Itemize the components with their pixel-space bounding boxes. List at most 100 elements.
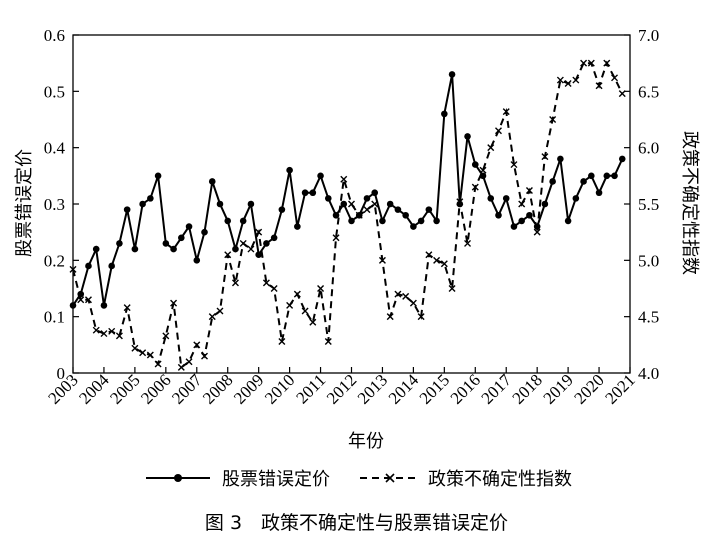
data-point — [402, 211, 409, 219]
data-point — [603, 172, 611, 180]
right-tick-label: 4.5 — [638, 308, 659, 327]
data-point — [294, 223, 301, 230]
data-point — [564, 217, 572, 225]
data-point — [564, 79, 572, 87]
data-point — [557, 155, 564, 163]
right-tick-label: 4.0 — [638, 364, 659, 383]
data-point — [301, 307, 309, 315]
data-point — [595, 82, 603, 90]
data-point — [92, 326, 100, 334]
data-point — [286, 166, 293, 174]
data-point — [471, 161, 479, 168]
data-point — [502, 108, 510, 116]
data-point — [139, 200, 146, 208]
right-tick-label: 6.5 — [638, 82, 659, 101]
data-point — [471, 183, 479, 191]
data-point — [425, 206, 433, 213]
data-point — [131, 344, 139, 352]
data-point — [588, 172, 595, 180]
data-point — [193, 341, 201, 349]
x-tick-label: 2013 — [354, 370, 391, 407]
left-tick-label: 0.6 — [44, 26, 65, 45]
data-point — [580, 178, 587, 185]
data-point — [154, 360, 162, 368]
data-point — [448, 71, 456, 78]
data-point — [147, 195, 154, 202]
legend-marker-circle — [174, 474, 182, 482]
data-point — [216, 307, 224, 315]
data-point — [77, 296, 85, 304]
data-point — [69, 302, 77, 309]
data-point — [224, 251, 232, 259]
data-point — [340, 175, 348, 183]
data-point — [487, 195, 495, 202]
left-tick-label: 0.5 — [44, 82, 65, 101]
data-point — [317, 285, 325, 292]
data-point — [108, 327, 116, 335]
data-point — [85, 262, 92, 270]
data-point — [108, 262, 115, 270]
data-point — [386, 313, 394, 321]
data-point — [379, 217, 386, 225]
data-point — [84, 296, 92, 304]
data-point — [433, 256, 441, 264]
data-point — [549, 178, 556, 185]
data-point — [479, 166, 487, 174]
left-tick-label: 0 — [57, 364, 66, 383]
data-point — [533, 228, 541, 236]
data-point — [278, 337, 286, 345]
x-axis-title: 年份 — [348, 431, 384, 452]
data-point — [239, 239, 247, 247]
data-point — [263, 240, 270, 247]
data-point — [324, 337, 332, 345]
data-point — [580, 59, 588, 67]
data-point — [371, 189, 379, 197]
data-point — [92, 245, 100, 253]
data-point — [464, 133, 471, 140]
data-point — [464, 239, 472, 247]
data-point — [417, 313, 425, 321]
data-point — [618, 155, 626, 163]
left-tick-label: 0.3 — [44, 195, 65, 214]
data-point — [618, 90, 626, 98]
x-tick-label: 2012 — [323, 370, 360, 407]
data-point — [178, 234, 185, 242]
data-point — [247, 245, 255, 253]
data-point — [425, 251, 433, 259]
data-point — [526, 211, 533, 219]
data-point — [441, 110, 448, 118]
data-point — [494, 127, 502, 135]
data-point — [587, 59, 595, 67]
data-point — [378, 256, 386, 264]
data-point — [518, 200, 526, 208]
legend: 股票错误定价 政策不确定性指数 — [146, 469, 572, 490]
data-point — [162, 332, 170, 340]
figure-caption: 图 3 政策不确定性与股票错误定价 — [204, 512, 509, 534]
data-point — [208, 178, 216, 185]
data-point — [340, 200, 348, 208]
data-point — [69, 265, 77, 273]
data-point — [317, 172, 324, 180]
data-point — [255, 228, 263, 236]
data-point — [448, 285, 456, 292]
left-axis-title: 股票错误定价 — [14, 149, 35, 257]
data-point — [123, 304, 131, 312]
data-point — [301, 189, 309, 197]
data-point — [255, 251, 262, 258]
data-point — [239, 217, 247, 225]
data-point — [386, 200, 394, 208]
data-point — [208, 313, 216, 321]
data-point — [201, 228, 208, 236]
left-tick-label: 0.1 — [44, 308, 65, 327]
data-point — [224, 217, 232, 225]
data-point — [410, 223, 417, 230]
data-point — [185, 223, 193, 230]
data-point — [603, 59, 611, 67]
series-line-0 — [72, 74, 624, 306]
legend-label-0: 股票错误定价 — [222, 469, 330, 490]
data-point — [363, 195, 371, 202]
data-point — [201, 352, 209, 360]
right-axis-ticks: 4.0 4.5 5.0 5.5 6.0 6.5 7.0 — [624, 26, 659, 383]
data-point — [123, 206, 131, 213]
x-tick-label: 2020 — [570, 370, 607, 407]
